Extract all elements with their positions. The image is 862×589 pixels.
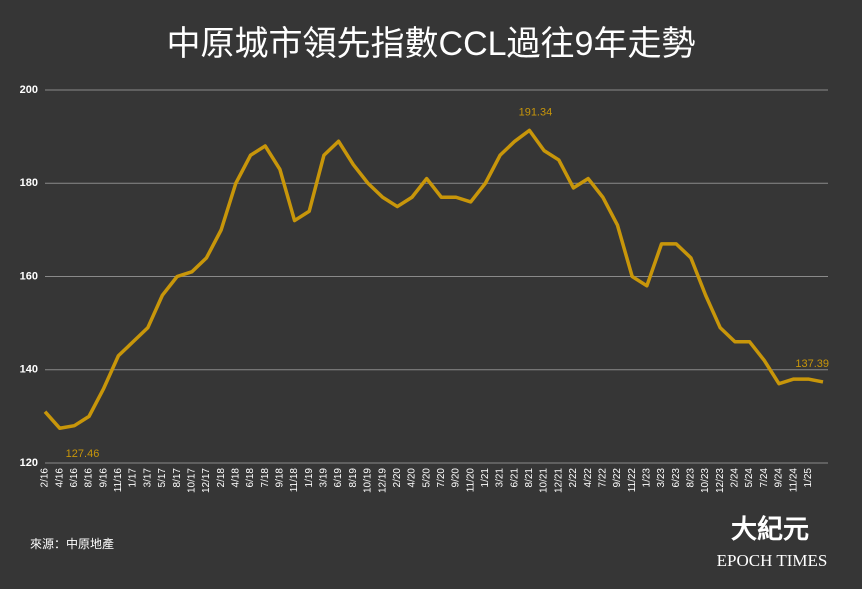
x-tick-label: 12/23 [715, 468, 726, 493]
y-tick-label: 180 [20, 177, 38, 189]
x-tick-label: 11/24 [788, 468, 799, 493]
x-tick-label: 1/21 [480, 468, 491, 488]
x-tick-label: 11/22 [627, 468, 638, 493]
y-tick-label: 200 [20, 84, 38, 96]
x-tick-label: 7/18 [260, 468, 271, 488]
x-tick-label: 3/23 [656, 468, 667, 488]
x-tick-label: 9/18 [275, 468, 286, 488]
x-tick-label: 9/24 [774, 468, 785, 488]
x-tick-label: 11/18 [289, 468, 300, 493]
x-tick-label: 9/16 [98, 468, 109, 488]
x-tick-label: 12/17 [201, 468, 212, 493]
x-tick-label: 3/19 [319, 468, 330, 488]
x-tick-label: 9/20 [451, 468, 462, 488]
x-tick-label: 7/22 [597, 468, 608, 488]
x-tick-label: 8/23 [686, 468, 697, 488]
logo-cn: 大紀元 [731, 514, 809, 545]
x-tick-label: 12/19 [377, 468, 388, 493]
x-tick-label: 5/20 [421, 468, 432, 488]
x-tick-label: 6/23 [671, 468, 682, 488]
logo-en: EPOCH TIMES [717, 551, 828, 570]
x-tick-label: 6/21 [509, 468, 520, 488]
y-tick-label: 120 [20, 457, 38, 469]
x-tick-label: 3/17 [142, 468, 153, 488]
data-label: 191.34 [519, 106, 553, 118]
data-label: 127.46 [66, 448, 100, 460]
x-tick-label: 12/21 [553, 468, 564, 493]
x-tick-label: 8/19 [348, 468, 359, 488]
x-tick-label: 5/17 [157, 468, 168, 488]
x-tick-label: 1/17 [128, 468, 139, 488]
x-tick-label: 4/18 [230, 468, 241, 488]
x-tick-label: 8/17 [172, 468, 183, 488]
x-tick-label: 10/21 [539, 468, 550, 493]
x-tick-label: 10/17 [186, 468, 197, 493]
y-tick-label: 160 [20, 270, 38, 282]
x-tick-label: 4/16 [54, 468, 65, 488]
x-tick-label: 8/16 [84, 468, 95, 488]
x-tick-label: 2/24 [730, 468, 741, 488]
x-tick-label: 6/19 [333, 468, 344, 488]
chart-title: 中原城市領先指數CCL過往9年走勢 [167, 25, 696, 63]
x-tick-label: 2/22 [568, 468, 579, 488]
x-tick-label: 10/19 [363, 468, 374, 493]
x-tick-label: 3/21 [495, 468, 506, 488]
x-tick-label: 11/16 [113, 468, 124, 493]
x-tick-label: 5/24 [744, 468, 755, 488]
x-tick-label: 1/19 [304, 468, 315, 488]
x-tick-label: 10/23 [700, 468, 711, 493]
x-tick-label: 2/20 [392, 468, 403, 488]
x-tick-label: 6/18 [245, 468, 256, 488]
x-tick-label: 4/22 [583, 468, 594, 488]
source: 來源：中原地產 [30, 536, 114, 551]
x-tick-label: 2/16 [40, 468, 51, 488]
x-tick-label: 4/20 [407, 468, 418, 488]
x-tick-label: 8/21 [524, 468, 535, 488]
x-tick-label: 7/24 [759, 468, 770, 488]
x-tick-label: 7/20 [436, 468, 447, 488]
x-tick-label: 1/23 [641, 468, 652, 488]
data-label: 137.39 [795, 358, 829, 370]
x-tick-label: 9/22 [612, 468, 623, 488]
y-tick-label: 140 [20, 364, 38, 376]
x-tick-label: 6/16 [69, 468, 80, 488]
x-tick-label: 1/25 [803, 468, 814, 488]
x-tick-label: 2/18 [216, 468, 227, 488]
line [43, 128, 824, 430]
x-tick-label: 11/20 [465, 468, 476, 493]
